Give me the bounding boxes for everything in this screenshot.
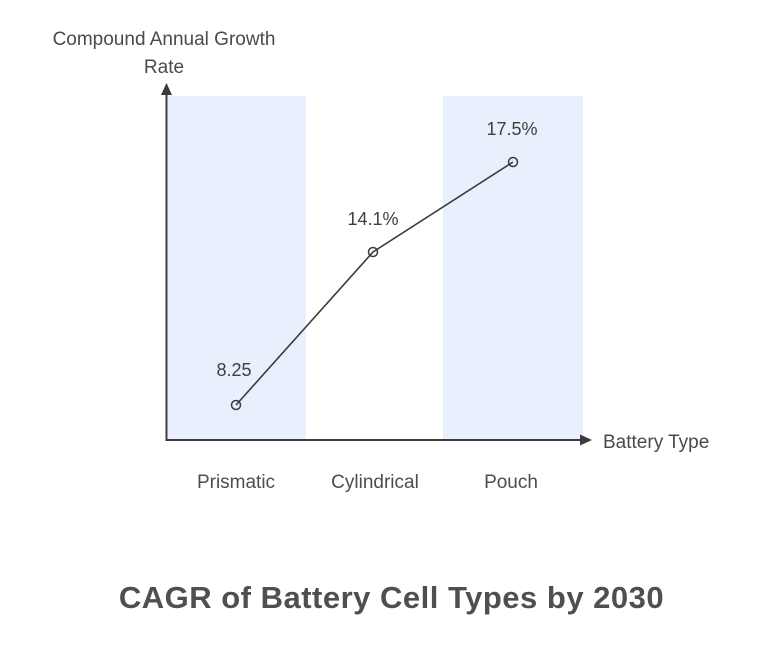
- y-axis-title: Compound Annual Growth Rate: [18, 26, 310, 82]
- data-point-pouch: [507, 156, 519, 168]
- highlight-band-prismatic: [168, 96, 306, 440]
- category-label-prismatic: Prismatic: [196, 472, 276, 493]
- data-point-prismatic: [230, 399, 242, 411]
- y-axis-arrowhead-icon: [161, 83, 172, 95]
- y-axis-title-line2: Rate: [143, 57, 185, 78]
- value-label-prismatic: 8.25: [216, 360, 252, 380]
- data-point-cylindrical: [367, 246, 379, 258]
- category-label-cylindrical: Cylindrical: [331, 472, 419, 493]
- value-label-cylindrical: 14.1%: [347, 209, 399, 229]
- x-axis-title: Battery Type: [603, 432, 710, 453]
- y-axis-title-line1: Compound Annual Growth: [52, 29, 276, 50]
- x-axis-arrowhead-icon: [580, 434, 592, 446]
- highlight-band-pouch: [443, 96, 583, 440]
- chart-title: CAGR of Battery Cell Types by 2030: [118, 580, 665, 615]
- value-label-pouch: 17.5%: [486, 119, 538, 139]
- category-label-pouch: Pouch: [484, 472, 538, 493]
- data-line: [235, 161, 514, 406]
